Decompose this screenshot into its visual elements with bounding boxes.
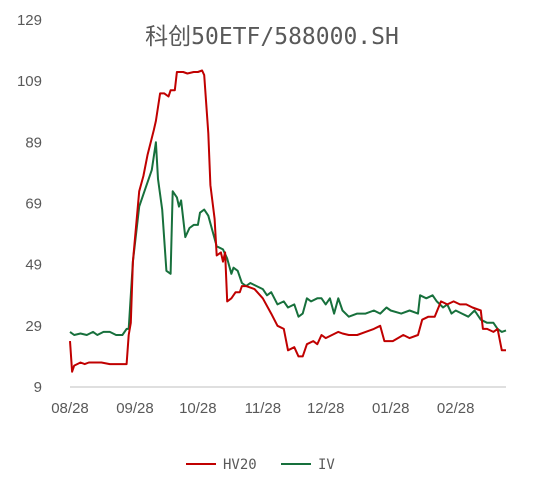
x-tick-label: 11/28 <box>245 400 281 417</box>
y-tick-label: 49 <box>25 257 42 274</box>
y-tick-label: 89 <box>25 134 42 151</box>
legend: HV20 IV <box>186 457 335 473</box>
x-tick-label: 09/28 <box>116 400 154 417</box>
series-line-iv <box>69 141 507 336</box>
legend-label-hv20: HV20 <box>223 457 257 473</box>
y-tick-label: 9 <box>34 379 42 396</box>
x-tick-label: 08/28 <box>51 400 89 417</box>
y-tick-label: 29 <box>25 318 42 335</box>
y-tick-label: 69 <box>25 196 42 213</box>
x-tick-label: 01/28 <box>372 400 410 417</box>
x-tick-label: 02/28 <box>437 400 475 417</box>
series-line-hv20 <box>69 69 506 373</box>
series-lines <box>69 69 507 373</box>
x-tick-label: 12/28 <box>307 400 345 417</box>
chart-title: 科创50ETF/588000.SH <box>145 24 399 50</box>
y-tick-label: 109 <box>17 73 42 90</box>
y-tick-label: 129 <box>17 12 42 29</box>
x-tick-label: 10/28 <box>179 400 217 417</box>
y-axis-tick-labels: 9 29 49 69 89 109 129 <box>17 12 42 396</box>
x-axis-tick-labels: 08/28 09/28 10/28 11/28 12/28 01/28 02/28 <box>51 400 474 417</box>
legend-label-iv: IV <box>318 457 335 473</box>
